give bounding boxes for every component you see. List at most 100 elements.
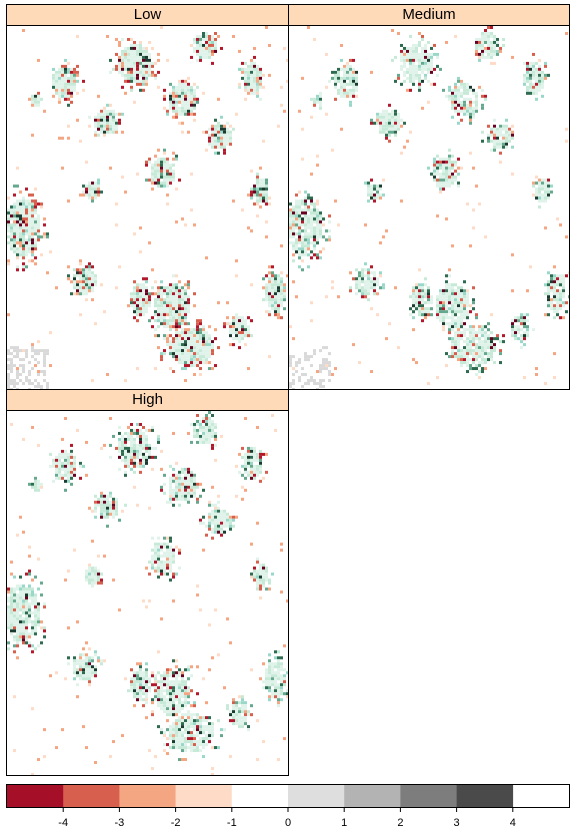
raster-high <box>7 411 288 775</box>
raster-cell <box>142 307 145 311</box>
raster-cell <box>316 370 319 374</box>
raster-cell <box>199 328 202 332</box>
raster-cell <box>127 58 130 62</box>
raster-cell <box>133 470 136 474</box>
raster-cell <box>205 346 208 350</box>
raster-cell <box>157 650 160 654</box>
raster-cell <box>178 470 181 474</box>
raster-cell <box>94 274 97 278</box>
raster-cell <box>523 322 526 326</box>
raster-cell <box>163 166 166 170</box>
raster-cell <box>442 307 445 311</box>
raster-cell <box>454 346 457 350</box>
raster-cell <box>112 503 115 507</box>
raster-cell <box>175 689 178 693</box>
raster-cell <box>436 163 439 167</box>
raster-cell <box>58 467 61 471</box>
raster-cell <box>28 605 31 609</box>
raster-cell <box>469 85 472 89</box>
raster-cell <box>310 364 313 368</box>
raster-cell <box>172 548 175 552</box>
raster-cell <box>181 704 184 708</box>
raster-cell <box>268 587 271 591</box>
raster-cell <box>175 115 178 119</box>
raster-cell <box>481 343 484 347</box>
raster-cell <box>484 235 487 239</box>
raster-cell <box>199 346 202 350</box>
raster-cell <box>328 379 331 383</box>
raster-cell <box>328 361 331 365</box>
raster-cell <box>166 304 169 308</box>
raster-cell <box>127 452 130 456</box>
raster-cell <box>184 97 187 101</box>
raster-cell <box>214 364 217 368</box>
raster-cell <box>37 91 40 95</box>
raster-cell <box>37 602 40 606</box>
raster-cell <box>139 295 142 299</box>
raster-cell <box>163 310 166 314</box>
raster-cell <box>55 464 58 468</box>
raster-cell <box>208 346 211 350</box>
raster-cell <box>427 67 430 71</box>
raster-cell <box>463 109 466 113</box>
raster-cell <box>553 316 556 320</box>
raster-cell <box>91 283 94 287</box>
raster-cell <box>193 334 196 338</box>
raster-cell <box>523 376 526 380</box>
raster-cell <box>262 563 265 567</box>
raster-cell <box>175 352 178 356</box>
raster-cell <box>454 88 457 92</box>
raster-cell <box>220 521 223 525</box>
raster-cell <box>181 307 184 311</box>
raster-cell <box>304 223 307 227</box>
raster-cell <box>490 40 493 44</box>
raster-cell <box>256 172 259 176</box>
raster-cell <box>256 473 259 477</box>
raster-cell <box>22 608 25 612</box>
raster-cell <box>10 229 13 233</box>
raster-cell <box>172 479 175 483</box>
raster-cell <box>7 226 10 230</box>
raster-cell <box>121 73 124 77</box>
raster-cell <box>25 223 28 227</box>
raster-cell <box>547 196 550 200</box>
raster-cell <box>268 301 271 305</box>
raster-cell <box>442 310 445 314</box>
raster-cell <box>145 461 148 465</box>
raster-cell <box>31 611 34 615</box>
raster-cell <box>253 184 256 188</box>
raster-cell <box>283 295 286 299</box>
raster-cell <box>49 364 52 368</box>
raster-cell <box>124 455 127 459</box>
raster-cell <box>22 593 25 597</box>
raster-cell <box>187 331 190 335</box>
raster-cell <box>538 82 541 86</box>
raster-cell <box>175 707 178 711</box>
raster-cell <box>79 289 82 293</box>
raster-cell <box>325 361 328 365</box>
raster-cell <box>28 361 31 365</box>
raster-cell <box>208 668 211 672</box>
raster-cell <box>58 94 61 98</box>
raster-cell <box>289 220 292 224</box>
raster-cell <box>238 328 241 332</box>
raster-cell <box>280 548 283 552</box>
raster-cell <box>31 707 34 711</box>
raster-cell <box>28 641 31 645</box>
raster-cell <box>88 665 91 669</box>
raster-cell <box>19 208 22 212</box>
raster-cell <box>478 343 481 347</box>
raster-cell <box>328 79 331 83</box>
raster-cell <box>139 665 142 669</box>
raster-cell <box>463 280 466 284</box>
raster-cell <box>442 328 445 332</box>
raster-cell <box>529 73 532 77</box>
raster-cell <box>70 82 73 86</box>
raster-cell <box>421 61 424 65</box>
raster-cell <box>79 671 82 675</box>
raster-cell <box>283 683 286 687</box>
raster-cell <box>469 367 472 371</box>
raster-cell <box>277 307 280 311</box>
raster-cell <box>124 49 127 53</box>
raster-cell <box>547 298 550 302</box>
